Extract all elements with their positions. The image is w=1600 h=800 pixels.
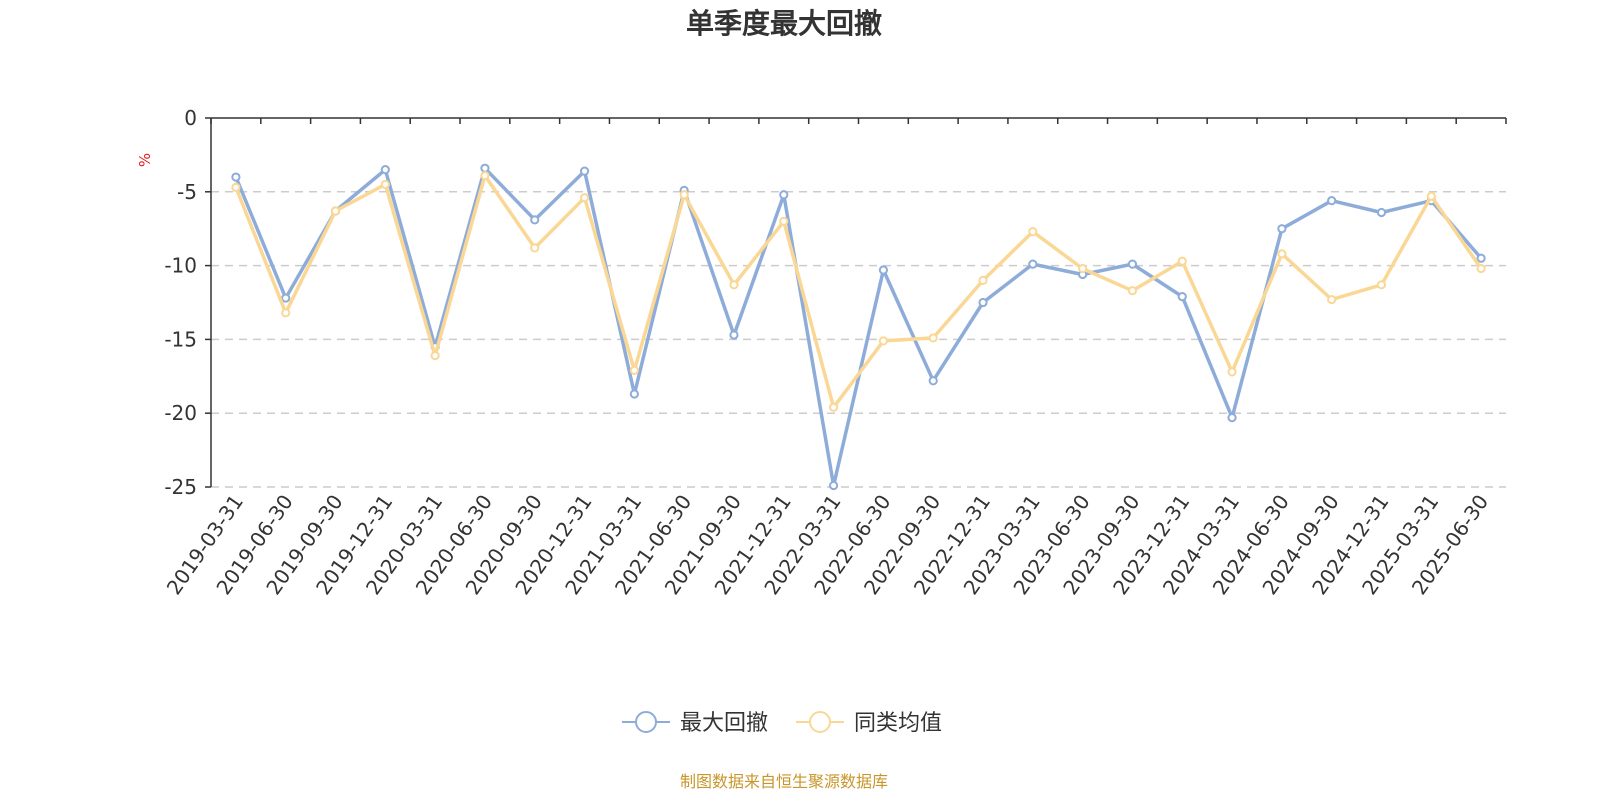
grid-lines: [211, 191, 1506, 488]
data-point: [828, 402, 839, 412]
data-point: [530, 215, 540, 225]
chart-title: 单季度最大回撤: [686, 7, 882, 40]
data-point: [1028, 259, 1038, 269]
data-point: [281, 308, 291, 318]
x-tick-labels: 2019-03-312019-06-302019-09-302019-12-31…: [162, 490, 1494, 599]
y-tick-label: -10: [164, 254, 197, 278]
source-note: 制图数据来自恒生聚源数据库: [680, 772, 888, 791]
series-2: [231, 170, 1486, 412]
data-point: [579, 193, 590, 203]
y-tick-label: -25: [164, 475, 197, 499]
data-point: [380, 165, 390, 175]
data-point: [629, 389, 639, 399]
data-point: [480, 170, 490, 181]
axes: [205, 117, 1507, 488]
y-tick-labels: 0 -5 -10 -15 -20 -25: [164, 106, 197, 499]
data-point: [1426, 191, 1436, 201]
data-point: [828, 480, 839, 491]
data-point: [430, 351, 440, 361]
legend-label: 同类均值: [854, 711, 942, 736]
data-point: [231, 182, 241, 192]
data-point: [779, 216, 789, 226]
y-tick-label: -5: [177, 180, 197, 204]
data-point: [281, 293, 291, 303]
data-point: [729, 280, 739, 290]
series-1: [231, 163, 1486, 491]
legend-swatch-marker: [635, 711, 657, 733]
data-point: [530, 243, 540, 253]
data-point: [1476, 253, 1486, 263]
series-line: [234, 166, 1483, 488]
legend-item-2[interactable]: 同类均值: [796, 711, 942, 736]
data-point: [1327, 196, 1337, 206]
data-point: [729, 330, 739, 340]
data-point: [1127, 259, 1138, 269]
data-point: [1227, 367, 1237, 377]
data-point: [928, 376, 938, 386]
data-point: [1127, 286, 1138, 296]
data-point: [1277, 249, 1287, 259]
data-point: [978, 275, 988, 285]
series-group: [231, 163, 1486, 491]
data-point: [380, 179, 390, 190]
data-point: [1376, 207, 1387, 218]
data-point: [1028, 227, 1038, 237]
data-point: [878, 265, 889, 275]
data-point: [231, 172, 241, 182]
legend-swatch-marker: [809, 711, 831, 733]
data-point: [1177, 256, 1187, 266]
data-point: [679, 190, 689, 200]
data-point: [1227, 413, 1237, 423]
data-point: [779, 190, 789, 200]
data-point: [480, 163, 490, 173]
y-tick-label: -20: [164, 401, 197, 425]
series-line: [234, 173, 1483, 410]
data-point: [1327, 294, 1337, 305]
data-point: [1078, 263, 1088, 274]
legend-item-1[interactable]: 最大回撤: [622, 711, 768, 736]
data-point: [629, 365, 639, 375]
legend-label: 最大回撤: [680, 711, 768, 736]
y-axis-unit: %: [136, 153, 154, 167]
data-point: [330, 206, 341, 216]
data-point: [1177, 291, 1187, 302]
data-point: [928, 333, 938, 343]
data-point: [1376, 280, 1387, 290]
data-point: [978, 297, 988, 308]
y-tick-label: -15: [164, 327, 197, 351]
data-point: [1277, 224, 1287, 234]
legend[interactable]: 最大回撤 同类均值: [622, 711, 942, 736]
data-point: [579, 166, 590, 176]
data-point: [878, 336, 889, 346]
y-tick-label: 0: [184, 106, 197, 130]
data-point: [1476, 263, 1486, 274]
